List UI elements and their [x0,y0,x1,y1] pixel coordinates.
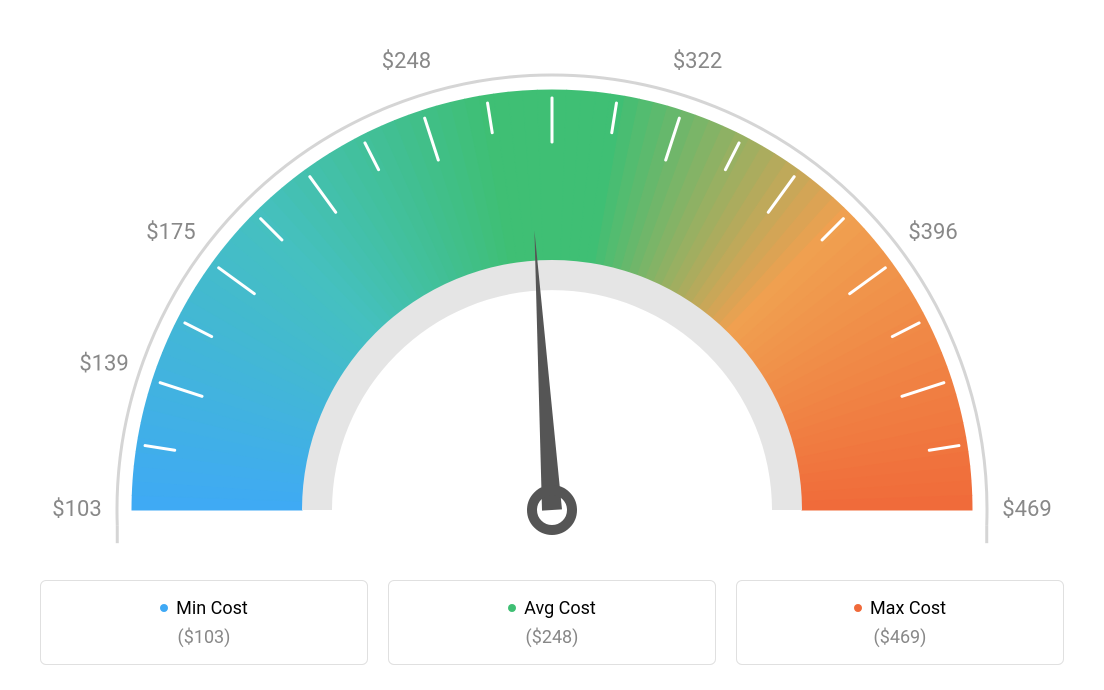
cost-gauge-container: $103 $139 $175 $248 $322 $396 $469 Min Cost ($… [0,0,1104,690]
gauge-tick-label: $469 [1002,497,1051,522]
legend-dot-max [854,604,862,612]
gauge-tick-label: $139 [79,351,128,376]
legend-min-cost: Min Cost ($103) [40,580,368,665]
gauge-tick-label: $322 [673,49,722,74]
legend-row: Min Cost ($103) Avg Cost ($248) Max Cost… [10,580,1094,665]
legend-value-max: ($469) [747,627,1053,648]
legend-label-min: Min Cost [176,598,248,619]
legend-label-avg: Avg Cost [524,598,596,619]
legend-max-cost: Max Cost ($469) [736,580,1064,665]
gauge-tick-label: $396 [908,220,957,245]
legend-avg-cost: Avg Cost ($248) [388,580,716,665]
legend-dot-min [160,604,168,612]
gauge-tick-label: $103 [52,497,101,522]
legend-dot-avg [508,604,516,612]
legend-value-avg: ($248) [399,627,705,648]
gauge-chart: $103 $139 $175 $248 $322 $396 $469 [10,10,1094,570]
gauge-tick-label: $248 [382,49,431,74]
legend-label-max: Max Cost [870,598,946,619]
legend-value-min: ($103) [51,627,357,648]
gauge-tick-label: $175 [146,220,195,245]
